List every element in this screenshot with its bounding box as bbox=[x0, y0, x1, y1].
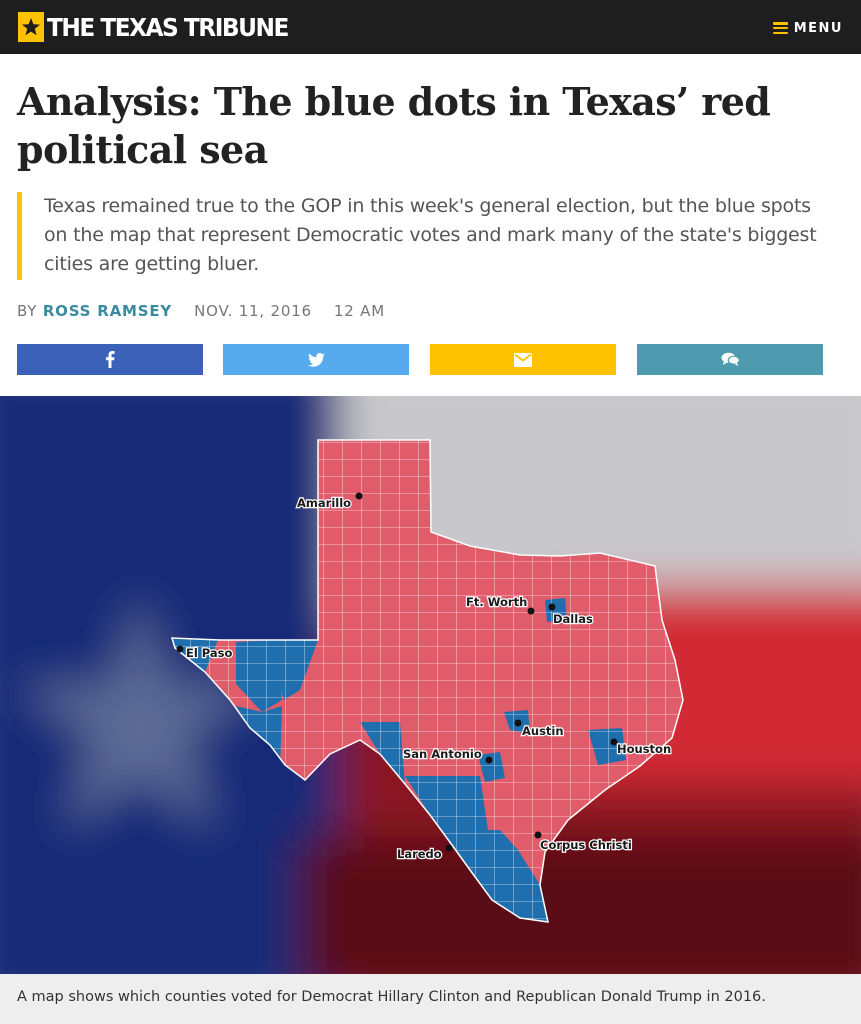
comment-icon bbox=[721, 352, 740, 366]
hero-map-image: Amarillo Ft. Worth Dallas El Paso Austin… bbox=[0, 396, 861, 974]
city-label-el-paso: El Paso bbox=[186, 646, 233, 660]
city-label-ft-worth: Ft. Worth bbox=[466, 595, 527, 609]
publish-date: NOV. 11, 2016 bbox=[194, 302, 312, 320]
article-summary: Texas remained true to the GOP in this w… bbox=[17, 192, 837, 280]
facebook-icon bbox=[105, 351, 115, 368]
article-headline: Analysis: The blue dots in Texas’ red po… bbox=[17, 79, 771, 172]
twitter-icon bbox=[307, 352, 325, 367]
hamburger-icon bbox=[772, 22, 788, 34]
election-map: Amarillo Ft. Worth Dallas El Paso Austin… bbox=[0, 396, 861, 974]
site-header: THE TEXAS TRIBUNE MENU bbox=[0, 0, 861, 54]
city-markers: Amarillo Ft. Worth Dallas El Paso Austin… bbox=[176, 492, 672, 862]
byline: BY ROSS RAMSEY NOV. 11, 2016 12 AM bbox=[17, 302, 385, 320]
city-label-san-antonio: San Antonio bbox=[403, 747, 482, 761]
author-link[interactable]: ROSS RAMSEY bbox=[42, 302, 173, 320]
city-label-laredo: Laredo bbox=[397, 847, 442, 861]
logo-text: THE TEXAS TRIBUNE bbox=[47, 12, 289, 42]
city-label-austin: Austin bbox=[522, 724, 564, 738]
byline-prefix: BY bbox=[17, 302, 38, 320]
share-comment-button[interactable] bbox=[637, 344, 823, 375]
image-caption-bar: A map shows which counties voted for Dem… bbox=[0, 974, 861, 1024]
star-icon bbox=[18, 12, 44, 42]
share-email-button[interactable] bbox=[430, 344, 616, 375]
site-logo[interactable]: THE TEXAS TRIBUNE bbox=[18, 11, 306, 43]
share-buttons bbox=[17, 344, 825, 375]
email-icon bbox=[514, 352, 532, 367]
city-label-dallas: Dallas bbox=[553, 612, 593, 626]
city-label-amarillo: Amarillo bbox=[297, 496, 351, 510]
city-label-houston: Houston bbox=[617, 742, 671, 756]
share-twitter-button[interactable] bbox=[223, 344, 409, 375]
summary-text: Texas remained true to the GOP in this w… bbox=[44, 195, 817, 275]
menu-button[interactable]: MENU bbox=[772, 18, 843, 38]
publish-time: 12 AM bbox=[333, 302, 385, 320]
city-label-corpus-christi: Corpus Christi bbox=[540, 838, 632, 852]
share-facebook-button[interactable] bbox=[17, 344, 203, 375]
menu-label: MENU bbox=[793, 20, 843, 36]
image-caption: A map shows which counties voted for Dem… bbox=[17, 989, 766, 1005]
